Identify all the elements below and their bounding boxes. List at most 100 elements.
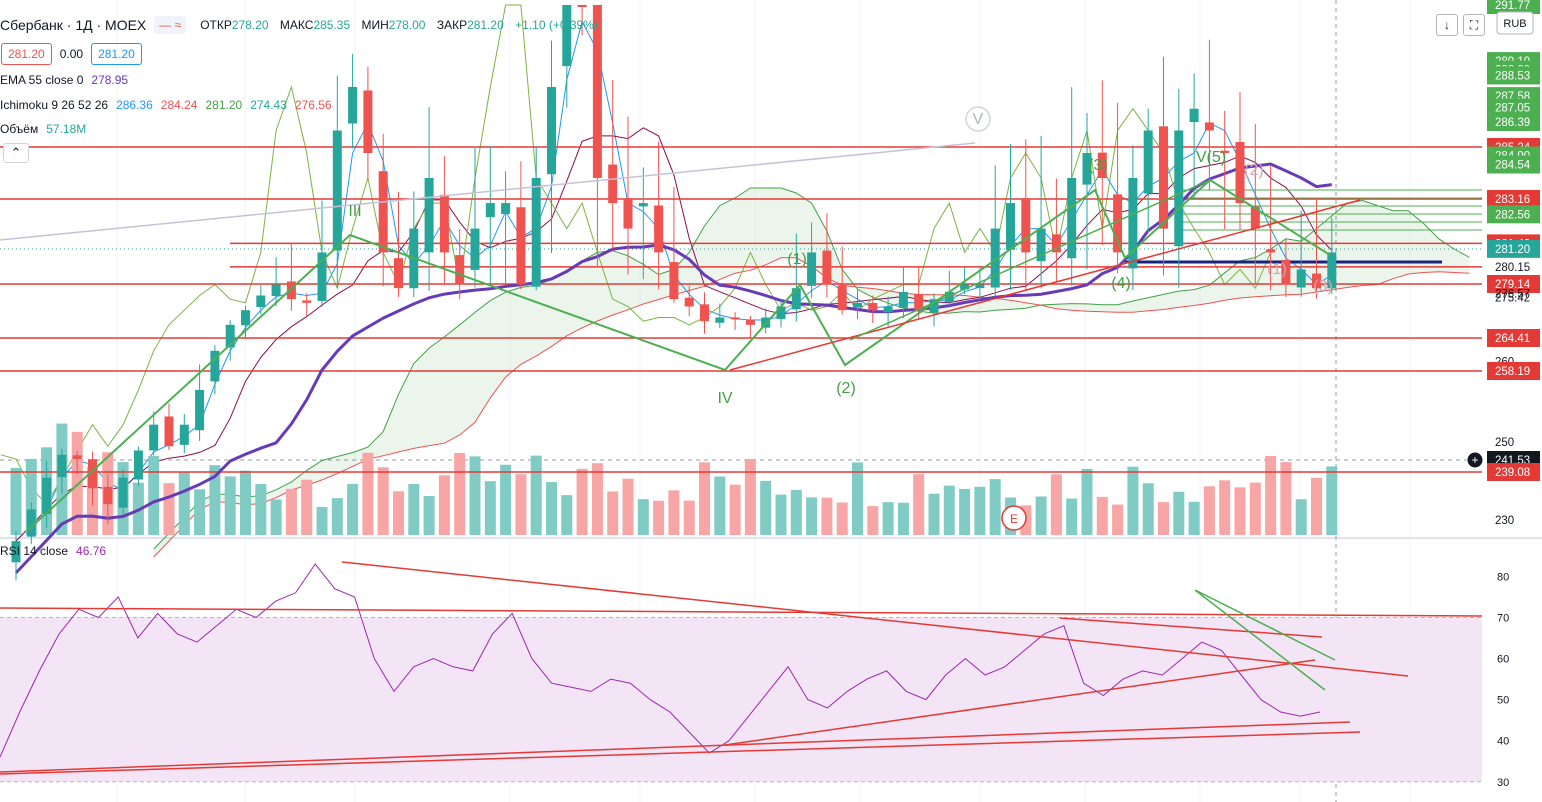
ema-legend[interactable]: EMA 55 close 0 278.95 bbox=[0, 73, 129, 87]
compare-icon[interactable]: — ≈ bbox=[154, 16, 187, 34]
volume-bar-57 bbox=[882, 502, 894, 535]
price-label-bg-11 bbox=[1487, 205, 1540, 224]
price-axis[interactable]: 291.77289.19288.80288.53287.58287.05286.… bbox=[1466, 0, 1542, 535]
candle-body-69 bbox=[1067, 178, 1077, 259]
price-label-18: 264.41 bbox=[1495, 333, 1530, 345]
rsi-trendline-4 bbox=[724, 659, 1316, 746]
candle-body-25 bbox=[394, 258, 403, 289]
change-value: +1.10 (+0.39%) bbox=[515, 18, 598, 32]
rsi-tick-1: 40 bbox=[1497, 736, 1509, 748]
price-label-14: 280.15 bbox=[1495, 262, 1530, 274]
fullscreen-icon[interactable]: ⛶ bbox=[1463, 14, 1485, 36]
volume-bar-14 bbox=[224, 476, 236, 535]
candle-body-4 bbox=[72, 455, 82, 460]
volume-bar-82 bbox=[1265, 455, 1277, 535]
plus-icon bbox=[1466, 451, 1484, 469]
ichimoku-legend[interactable]: Ichimoku 9 26 52 26 286.36 284.24 281.20… bbox=[0, 98, 332, 112]
rsi-trendline-3 bbox=[0, 731, 1361, 775]
volume-bar-56 bbox=[867, 506, 879, 535]
candle-body-18 bbox=[286, 281, 296, 300]
volume-bar-33 bbox=[515, 474, 527, 535]
candle-body-17 bbox=[271, 284, 281, 296]
wave-label-0: V bbox=[973, 111, 984, 128]
candle-body-7 bbox=[118, 477, 128, 508]
candle-body-3 bbox=[57, 454, 67, 478]
elliott-wave-lines[interactable] bbox=[0, 142, 1361, 531]
price-label-3: 288.53 bbox=[1495, 70, 1530, 82]
kijun-line bbox=[15, 127, 1333, 542]
volume-bar-46 bbox=[714, 476, 726, 535]
plus-icon-glyph: + bbox=[1471, 453, 1478, 467]
wave-v-circle bbox=[965, 106, 991, 132]
price-label-bg-6 bbox=[1487, 112, 1540, 131]
price-label-bg-18 bbox=[1487, 329, 1540, 347]
rsi-tick-3: 60 bbox=[1497, 654, 1509, 666]
buy-button[interactable]: 281.20 bbox=[91, 43, 142, 65]
volume-bar-25 bbox=[393, 491, 404, 535]
earnings-marker bbox=[1001, 505, 1027, 531]
candle-body-78 bbox=[1204, 122, 1214, 131]
candle-body-23 bbox=[363, 90, 373, 153]
candle-body-86 bbox=[1327, 252, 1337, 289]
volume-bar-80 bbox=[1234, 487, 1246, 535]
volume-bar-31 bbox=[484, 481, 496, 535]
candle-body-73 bbox=[1128, 178, 1138, 269]
candle-body-47 bbox=[730, 317, 740, 320]
rsi-pane[interactable]: 30 40 50 60 70 80 bbox=[0, 561, 1509, 789]
candle-body-75 bbox=[1159, 126, 1168, 229]
volume-bar-51 bbox=[790, 489, 802, 535]
candle-body-14 bbox=[225, 324, 235, 348]
volume-bar-50 bbox=[775, 494, 787, 535]
volume-bar-61 bbox=[943, 485, 955, 535]
volume-bar-10 bbox=[163, 483, 175, 535]
volume-bar-11 bbox=[178, 471, 190, 535]
candle-body-77 bbox=[1189, 108, 1199, 123]
candle-body-29 bbox=[455, 255, 465, 285]
volume-bar-35 bbox=[546, 482, 557, 535]
candle-body-20 bbox=[317, 252, 327, 301]
volume-bar-68 bbox=[1050, 474, 1062, 535]
volume-legend[interactable]: Объём 57.18M bbox=[0, 122, 87, 136]
price-label-15: 279.14 bbox=[1495, 279, 1531, 291]
volume-bar-4 bbox=[71, 431, 83, 535]
candle-body-11 bbox=[179, 424, 189, 445]
collapse-legend-button[interactable]: ⌃ bbox=[3, 143, 29, 163]
candle-body-22 bbox=[348, 86, 358, 124]
price-candles bbox=[11, 5, 1337, 581]
sell-button[interactable]: 281.20 bbox=[1, 43, 52, 65]
candle-body-84 bbox=[1296, 269, 1306, 288]
candle-body-30 bbox=[470, 228, 480, 270]
arrow-down-icon[interactable]: ↓ bbox=[1436, 14, 1458, 36]
price-label-bg-3 bbox=[1487, 66, 1540, 85]
candle-body-71 bbox=[1097, 152, 1107, 178]
wave-label-3: V(5) bbox=[1196, 149, 1226, 166]
volume-bar-83 bbox=[1280, 462, 1292, 535]
volume-bar-76 bbox=[1173, 491, 1185, 535]
volume-bar-48 bbox=[744, 458, 756, 535]
candle-body-13 bbox=[210, 350, 220, 382]
price-label-17: 275.42 bbox=[1495, 293, 1530, 305]
symbol-title[interactable]: Сбербанк · 1Д · MOEX bbox=[0, 17, 147, 33]
channel-line bbox=[0, 142, 976, 241]
volume-bar-1 bbox=[25, 458, 37, 535]
volume-bar-59 bbox=[913, 474, 925, 535]
volume-bar-84 bbox=[1295, 499, 1307, 535]
rsi-trendline-2 bbox=[0, 721, 1351, 773]
price-label-bg-13 bbox=[1487, 240, 1540, 258]
candle-body-66 bbox=[1021, 198, 1031, 253]
wave-label-9: (1) bbox=[1267, 261, 1287, 278]
candle-body-58 bbox=[898, 291, 908, 308]
candle-body-43 bbox=[669, 262, 679, 300]
candle-body-80 bbox=[1235, 142, 1245, 204]
candle-body-68 bbox=[1051, 234, 1061, 253]
rsi-legend[interactable]: RSI 14 close 46.76 bbox=[0, 544, 107, 558]
earnings-marker-label: E bbox=[1010, 512, 1018, 526]
volume-bar-9 bbox=[148, 456, 160, 535]
volume-bar-58 bbox=[897, 502, 909, 535]
candle-body-5 bbox=[88, 459, 97, 489]
volume-bar-49 bbox=[760, 480, 772, 535]
price-label-11: 282.56 bbox=[1495, 209, 1530, 221]
price-label-bg-14 bbox=[1487, 257, 1540, 276]
volume-bar-69 bbox=[1066, 498, 1078, 535]
